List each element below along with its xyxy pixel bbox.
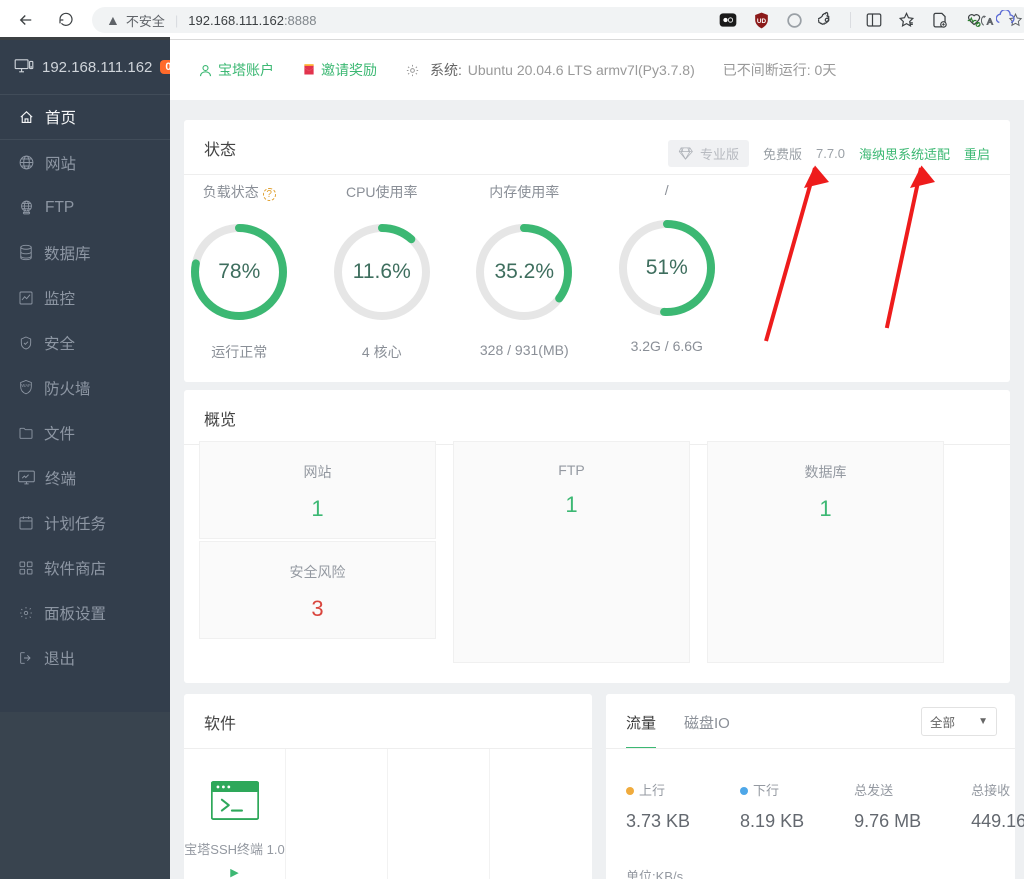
svg-text:WAF: WAF [21, 383, 31, 388]
svg-text:UD: UD [757, 17, 767, 24]
